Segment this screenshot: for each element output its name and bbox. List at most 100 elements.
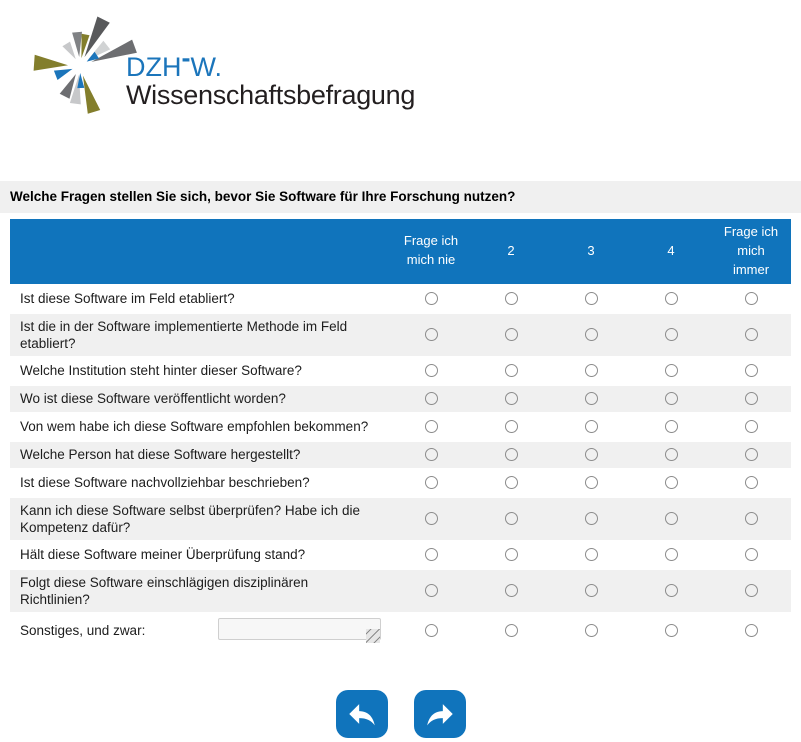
radio-button-row6-col4[interactable] [664, 448, 678, 462]
radio-button-row6-col2[interactable] [504, 448, 518, 462]
logo-brand-dash: - [181, 43, 191, 73]
radio-cell [631, 476, 711, 490]
radio-button-row10-col2[interactable] [504, 584, 518, 598]
radio-button-row7-col2[interactable] [504, 476, 518, 490]
radio-cell [391, 420, 471, 434]
radio-button-row8-col4[interactable] [664, 512, 678, 526]
radio-button-row5-col2[interactable] [504, 420, 518, 434]
radio-button-row7-col3[interactable] [584, 476, 598, 490]
radio-button-row8-col3[interactable] [584, 512, 598, 526]
question-label: Welche Institution steht hinter dieser S… [10, 358, 391, 383]
radio-button-row11-col4[interactable] [664, 624, 678, 638]
question-label-text: Ist diese Software nachvollziehbar besch… [20, 475, 310, 491]
starburst-wedge [82, 75, 101, 114]
table-row: Ist die in der Software implementierte M… [10, 313, 791, 356]
question-matrix-table: Frage ich mich nie 2 3 4 Frage ich mich imme… [10, 219, 791, 648]
table-header-row: Frage ich mich nie 2 3 4 Frage ich mich imme… [10, 219, 791, 284]
radio-button-row10-col3[interactable] [584, 584, 598, 598]
table-row: Wo ist diese Software veröffentlicht wor… [10, 385, 791, 412]
radio-cell [631, 328, 711, 342]
radio-button-row6-col3[interactable] [584, 448, 598, 462]
radio-button-row1-col3[interactable] [584, 292, 598, 306]
radio-button-row10-col5[interactable] [744, 584, 758, 598]
radio-cell [391, 364, 471, 378]
question-label: Sonstiges, und zwar: [10, 614, 391, 648]
starburst-wedge [91, 39, 137, 62]
radio-button-row10-col4[interactable] [664, 584, 678, 598]
radio-button-row3-col5[interactable] [744, 364, 758, 378]
radio-button-row10-col1[interactable] [424, 584, 438, 598]
radio-button-row9-col2[interactable] [504, 548, 518, 562]
column-header-1: Frage ich mich nie [403, 233, 459, 268]
question-label: Ist die in der Software implementierte M… [10, 314, 391, 356]
radio-button-row7-col1[interactable] [424, 476, 438, 490]
radio-cell [471, 328, 551, 342]
radio-button-row4-col4[interactable] [664, 392, 678, 406]
radio-cell [391, 548, 471, 562]
radio-button-row6-col1[interactable] [424, 448, 438, 462]
radio-button-row1-col4[interactable] [664, 292, 678, 306]
back-button[interactable] [335, 689, 388, 738]
radio-cell [551, 584, 631, 598]
radio-button-row3-col4[interactable] [664, 364, 678, 378]
radio-button-row5-col1[interactable] [424, 420, 438, 434]
radio-button-row9-col3[interactable] [584, 548, 598, 562]
radio-button-row11-col1[interactable] [424, 624, 438, 638]
radio-button-row8-col1[interactable] [424, 512, 438, 526]
radio-button-row1-col2[interactable] [504, 292, 518, 306]
radio-cell [711, 364, 791, 378]
radio-cell [391, 448, 471, 462]
radio-button-row2-col3[interactable] [584, 328, 598, 342]
radio-button-row4-col5[interactable] [744, 392, 758, 406]
radio-button-row6-col5[interactable] [744, 448, 758, 462]
starburst-wedge [84, 16, 110, 58]
next-button[interactable] [413, 689, 466, 738]
radio-button-row11-col2[interactable] [504, 624, 518, 638]
radio-button-row2-col1[interactable] [424, 328, 438, 342]
radio-button-row2-col2[interactable] [504, 328, 518, 342]
radio-button-row3-col1[interactable] [424, 364, 438, 378]
radio-button-row5-col3[interactable] [584, 420, 598, 434]
radio-button-row5-col4[interactable] [664, 420, 678, 434]
radio-button-row3-col3[interactable] [584, 364, 598, 378]
question-label-text: Hält diese Software meiner Überprüfung s… [20, 547, 306, 563]
radio-cell [551, 512, 631, 526]
radio-cell [631, 584, 711, 598]
radio-button-row9-col1[interactable] [424, 548, 438, 562]
radio-button-row1-col5[interactable] [744, 292, 758, 306]
radio-button-row11-col5[interactable] [744, 624, 758, 638]
radio-button-row3-col2[interactable] [504, 364, 518, 378]
other-answer-field-wrap [218, 617, 381, 644]
radio-button-row4-col3[interactable] [584, 392, 598, 406]
radio-button-row9-col5[interactable] [744, 548, 758, 562]
table-row: Hält diese Software meiner Überprüfung s… [10, 542, 791, 568]
question-label-text: Von wem habe ich diese Software empfohle… [20, 419, 369, 435]
radio-button-row5-col5[interactable] [744, 420, 758, 434]
logo-text: DZH-W. Wissenschaftsbefragung [126, 8, 415, 109]
question-label-text: Wo ist diese Software veröffentlicht wor… [20, 391, 286, 407]
radio-button-row8-col5[interactable] [744, 512, 758, 526]
starburst-wedge [69, 74, 81, 105]
radio-button-row11-col3[interactable] [584, 624, 598, 638]
radio-cell [711, 624, 791, 638]
other-answer-textarea[interactable] [218, 617, 381, 640]
radio-cell [711, 420, 791, 434]
radio-button-row2-col5[interactable] [744, 328, 758, 342]
radio-cell [631, 292, 711, 306]
radio-button-row7-col5[interactable] [744, 476, 758, 490]
starburst-wedge [81, 33, 90, 59]
radio-button-row8-col2[interactable] [504, 512, 518, 526]
radio-button-row4-col1[interactable] [424, 392, 438, 406]
radio-button-row4-col2[interactable] [504, 392, 518, 406]
radio-button-row2-col4[interactable] [664, 328, 678, 342]
radio-cell [551, 364, 631, 378]
radio-cell [471, 624, 551, 638]
radio-button-row7-col4[interactable] [664, 476, 678, 490]
radio-cell [471, 420, 551, 434]
column-header-4: 4 [667, 242, 675, 258]
radio-button-row9-col4[interactable] [664, 548, 678, 562]
radio-cell [631, 624, 711, 638]
radio-cell [711, 584, 791, 598]
radio-button-row1-col1[interactable] [424, 292, 438, 306]
table-row: Folgt diese Software einschlägigen diszi… [10, 569, 791, 612]
